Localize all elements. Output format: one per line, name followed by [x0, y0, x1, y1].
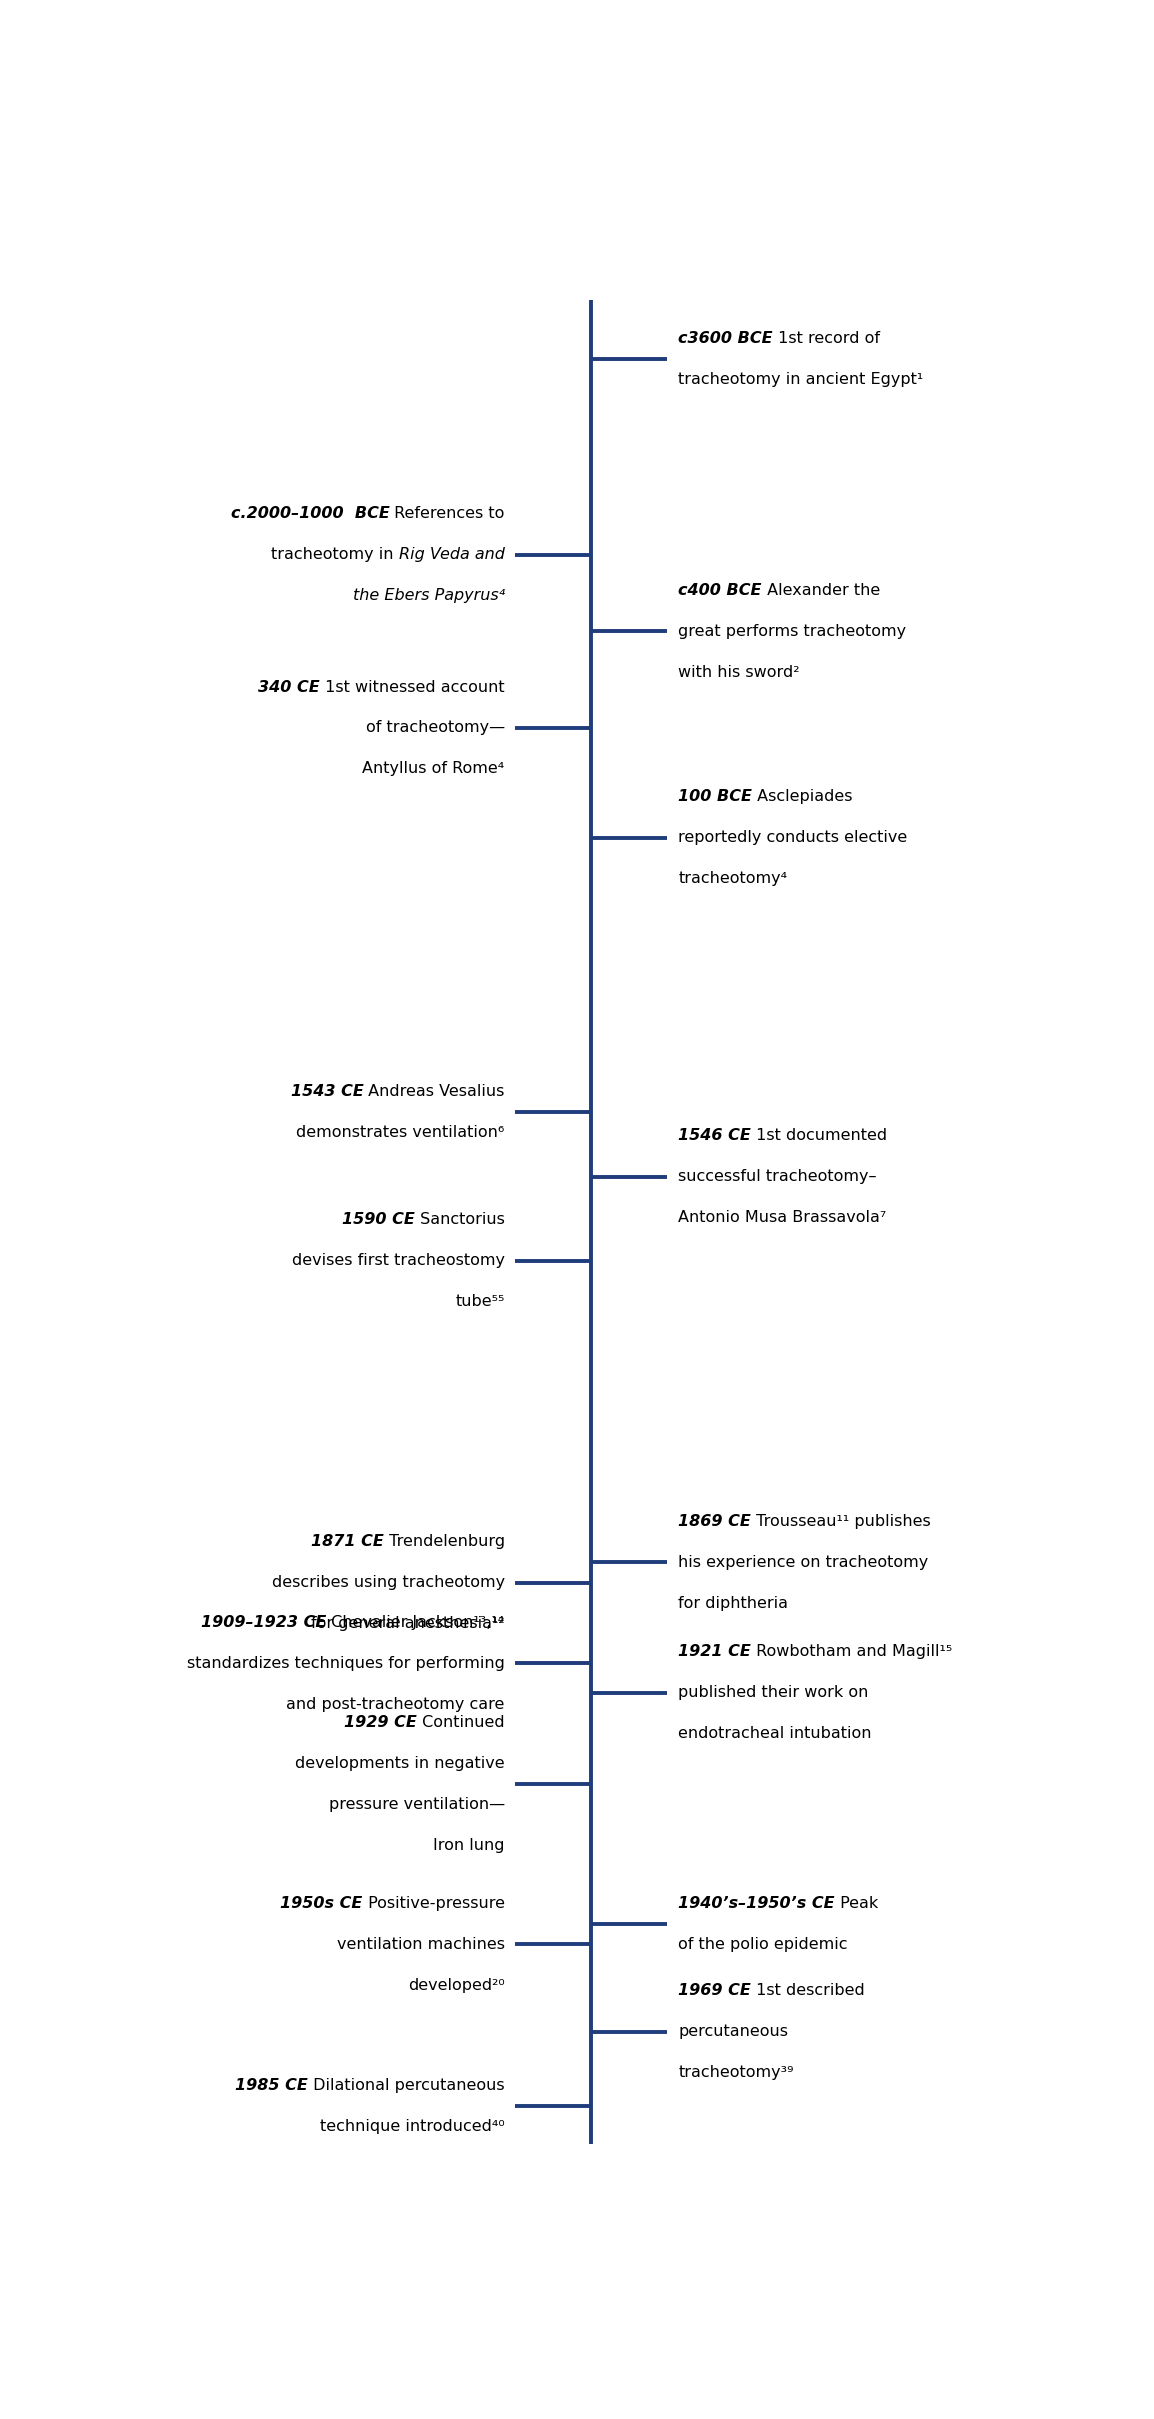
Text: great performs tracheotomy: great performs tracheotomy	[679, 624, 906, 639]
Text: Antonio Musa Brassavola⁷: Antonio Musa Brassavola⁷	[679, 1210, 886, 1226]
Text: tracheotomy⁴: tracheotomy⁴	[679, 871, 787, 885]
Text: for general anesthesia¹²: for general anesthesia¹²	[312, 1616, 504, 1630]
Text: percutaneous: percutaneous	[679, 2025, 788, 2039]
Text: of tracheotomy—: of tracheotomy—	[366, 721, 504, 735]
Text: 1869 CE: 1869 CE	[679, 1514, 751, 1529]
Text: c3600 BCE: c3600 BCE	[679, 331, 773, 346]
Text: developments in negative: developments in negative	[295, 1756, 504, 1771]
Text: the Ebers Papyrus⁴: the Ebers Papyrus⁴	[353, 588, 504, 602]
Text: Peak: Peak	[834, 1896, 878, 1911]
Text: standardizes techniques for performing: standardizes techniques for performing	[187, 1655, 504, 1672]
Text: ventilation machines: ventilation machines	[337, 1938, 504, 1952]
Text: technique introduced⁴⁰: technique introduced⁴⁰	[320, 2119, 504, 2134]
Text: tracheotomy in ancient Egypt¹: tracheotomy in ancient Egypt¹	[679, 373, 923, 387]
Text: Positive-pressure: Positive-pressure	[362, 1896, 504, 1911]
Text: 1985 CE: 1985 CE	[235, 2078, 308, 2092]
Text: reportedly conducts elective: reportedly conducts elective	[679, 830, 907, 844]
Text: Iron lung: Iron lung	[433, 1838, 504, 1853]
Text: Rowbotham and Magill¹⁵: Rowbotham and Magill¹⁵	[751, 1645, 952, 1659]
Text: tracheotomy³⁹: tracheotomy³⁹	[679, 2066, 794, 2080]
Text: devises first tracheostomy: devises first tracheostomy	[292, 1253, 504, 1268]
Text: Chevalier Jackson¹³,¹⁴: Chevalier Jackson¹³,¹⁴	[327, 1613, 504, 1630]
Text: 1950s CE: 1950s CE	[280, 1896, 362, 1911]
Text: 1969 CE: 1969 CE	[679, 1984, 751, 1998]
Text: developed²⁰: developed²⁰	[409, 1979, 504, 1993]
Text: 1940’s–1950’s CE: 1940’s–1950’s CE	[679, 1896, 834, 1911]
Text: 100 BCE: 100 BCE	[679, 789, 752, 806]
Text: 1590 CE: 1590 CE	[342, 1212, 414, 1226]
Text: 1921 CE: 1921 CE	[679, 1645, 751, 1659]
Text: References to: References to	[389, 506, 504, 523]
Text: 1543 CE: 1543 CE	[291, 1084, 364, 1098]
Text: endotracheal intubation: endotracheal intubation	[679, 1727, 871, 1742]
Text: 1st described: 1st described	[751, 1984, 864, 1998]
Text: Rig Veda and: Rig Veda and	[399, 547, 504, 561]
Text: Trousseau¹¹ publishes: Trousseau¹¹ publishes	[751, 1514, 930, 1529]
Text: successful tracheotomy–: successful tracheotomy–	[679, 1168, 877, 1185]
Text: tracheotomy in: tracheotomy in	[271, 547, 399, 561]
Text: c.2000–1000  BCE: c.2000–1000 BCE	[231, 506, 389, 523]
Text: his experience on tracheotomy: his experience on tracheotomy	[679, 1555, 929, 1570]
Text: tube⁵⁵: tube⁵⁵	[456, 1294, 504, 1309]
Text: 1871 CE: 1871 CE	[310, 1534, 383, 1551]
Text: demonstrates ventilation⁶: demonstrates ventilation⁶	[297, 1125, 504, 1139]
Text: 1st witnessed account: 1st witnessed account	[320, 680, 504, 694]
Text: for diphtheria: for diphtheria	[679, 1597, 788, 1611]
Text: 1st documented: 1st documented	[751, 1127, 887, 1144]
Text: 1st record of: 1st record of	[773, 331, 879, 346]
Text: published their work on: published their work on	[679, 1686, 869, 1701]
Text: 1909–1923 CE: 1909–1923 CE	[201, 1613, 327, 1630]
Text: describes using tracheotomy: describes using tracheotomy	[271, 1575, 504, 1589]
Text: pressure ventilation—: pressure ventilation—	[329, 1797, 504, 1812]
Text: Dilational percutaneous: Dilational percutaneous	[308, 2078, 504, 2092]
Text: 340 CE: 340 CE	[258, 680, 320, 694]
Text: Andreas Vesalius: Andreas Vesalius	[364, 1084, 504, 1098]
Text: and post-tracheotomy care: and post-tracheotomy care	[286, 1696, 504, 1713]
Text: Antyllus of Rome⁴: Antyllus of Rome⁴	[362, 762, 504, 776]
Text: Continued: Continued	[417, 1715, 504, 1730]
Text: 1546 CE: 1546 CE	[679, 1127, 751, 1144]
Text: Alexander the: Alexander the	[762, 583, 879, 597]
Text: Trendelenburg: Trendelenburg	[383, 1534, 504, 1551]
Text: c400 BCE: c400 BCE	[679, 583, 762, 597]
Text: Asclepiades: Asclepiades	[752, 789, 853, 806]
Text: Sanctorius: Sanctorius	[414, 1212, 504, 1226]
Text: of the polio epidemic: of the polio epidemic	[679, 1938, 848, 1952]
Text: 1929 CE: 1929 CE	[344, 1715, 417, 1730]
Text: with his sword²: with his sword²	[679, 665, 800, 680]
